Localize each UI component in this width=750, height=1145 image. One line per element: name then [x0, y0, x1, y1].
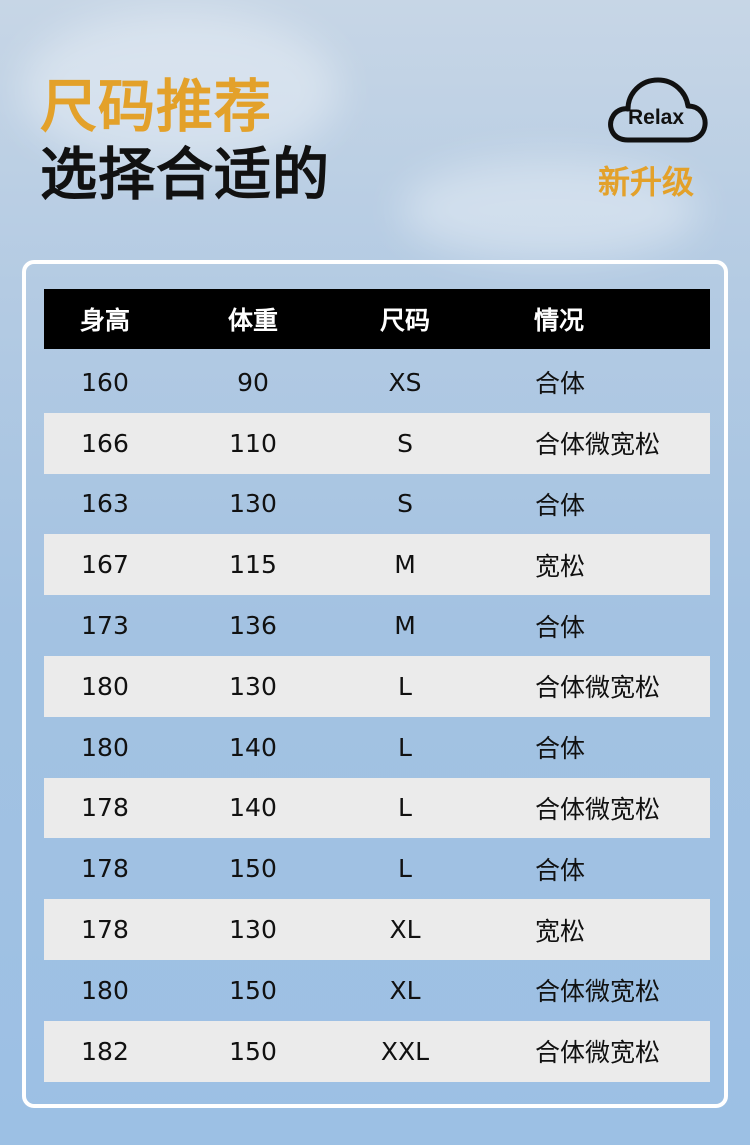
table-row: 182 150 XXL 合体微宽松	[44, 1020, 710, 1082]
cell-fit: 合体	[535, 612, 586, 642]
cell-weight: 140	[229, 793, 277, 823]
cell-fit: 合体微宽松	[535, 794, 661, 824]
header-height: 身高	[79, 306, 130, 335]
cell-height: 178	[81, 915, 129, 945]
cell-size: XXL	[380, 1036, 430, 1066]
page-title: 尺码推荐	[40, 74, 272, 140]
cell-weight: 136	[229, 611, 277, 641]
cell-fit: 合体	[535, 490, 586, 520]
cell-fit: 合体	[535, 855, 586, 885]
cell-height: 178	[81, 793, 129, 823]
cell-fit: 宽松	[535, 551, 586, 581]
cell-height: 180	[81, 732, 129, 762]
cell-fit: 宽松	[535, 916, 586, 946]
page-subtitle: 选择合适的	[40, 142, 330, 208]
size-chart-card	[22, 260, 728, 1108]
cell-weight: 130	[229, 489, 277, 519]
cell-height: 167	[81, 550, 129, 580]
cell-size: S	[397, 428, 413, 458]
table-row: 180 150 XL 合体微宽松	[44, 960, 710, 1021]
cell-fit: 合体微宽松	[535, 673, 661, 703]
cell-size: XL	[389, 975, 421, 1005]
upgrade-label: 新升级	[598, 163, 695, 201]
cell-size: L	[398, 732, 412, 762]
header-fit: 情况	[534, 306, 585, 335]
cell-fit: 合体微宽松	[535, 430, 661, 460]
table-row: 173 136 M 合体	[44, 595, 710, 656]
cell-weight: 90	[237, 367, 269, 397]
cell-height: 166	[81, 428, 129, 458]
header-size: 尺码	[379, 306, 430, 335]
table-row: 178 140 L 合体微宽松	[44, 777, 710, 839]
table-row: 160 90 XS 合体	[44, 352, 710, 413]
cell-weight: 110	[229, 428, 277, 458]
size-table: 身高 体重 尺码 情况 160 90 XS 合体 166 110 S 合体微宽松 163 130 S…	[44, 289, 710, 1082]
cell-fit: 合体微宽松	[535, 977, 661, 1007]
table-row: 178 130 XL 宽松	[44, 899, 710, 960]
cell-weight: 150	[229, 854, 277, 884]
cell-weight: 130	[229, 671, 277, 701]
cell-height: 178	[81, 854, 129, 884]
cell-size: M	[394, 611, 416, 641]
cell-height: 163	[81, 489, 129, 519]
background-cloud	[400, 160, 700, 260]
logo-text: Relax	[627, 106, 685, 129]
cell-weight: 150	[229, 1036, 277, 1066]
cloud-icon	[608, 77, 708, 143]
table-row: 166 110 S 合体微宽松	[44, 412, 710, 474]
cell-height: 160	[81, 367, 129, 397]
table-header: 身高 体重 尺码 情况	[44, 289, 710, 349]
background-cloud	[20, 10, 340, 170]
table-row: 163 130 S 合体	[44, 474, 710, 535]
cell-height: 180	[81, 975, 129, 1005]
table-row: 180 130 L 合体微宽松	[44, 655, 710, 717]
cell-weight: 130	[229, 915, 277, 945]
cell-size: L	[398, 793, 412, 823]
cell-size: XL	[389, 915, 421, 945]
table-body: 160 90 XS 合体 166 110 S 合体微宽松 163 130 S 合体 167 115 M 宽松 1…	[44, 352, 710, 1082]
cell-weight: 150	[229, 975, 277, 1005]
cell-size: S	[397, 489, 413, 519]
relax-cloud-logo: Relax	[606, 76, 708, 146]
table-row: 178 150 L 合体	[44, 838, 710, 899]
cell-fit: 合体	[535, 734, 586, 764]
cell-size: XS	[388, 367, 422, 397]
table-row: 180 140 L 合体	[44, 717, 710, 778]
cell-fit: 合体	[535, 369, 586, 399]
cell-size: M	[394, 550, 416, 580]
cell-height: 182	[81, 1036, 129, 1066]
header-weight: 体重	[227, 306, 278, 335]
cell-height: 180	[81, 671, 129, 701]
cell-size: L	[398, 854, 412, 884]
cell-size: L	[398, 671, 412, 701]
cell-height: 173	[81, 611, 129, 641]
table-row: 167 115 M 宽松	[44, 534, 710, 596]
cell-weight: 115	[229, 550, 277, 580]
cell-fit: 合体微宽松	[535, 1038, 661, 1068]
cell-weight: 140	[229, 732, 277, 762]
